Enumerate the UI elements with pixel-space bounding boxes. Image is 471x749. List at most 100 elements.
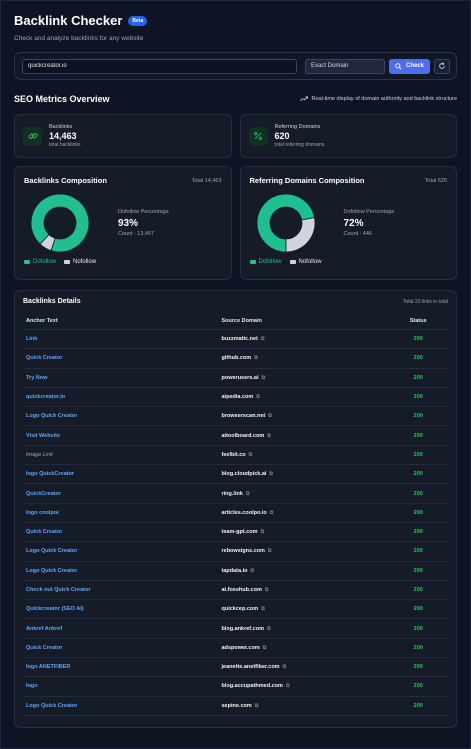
dofollow-swatch: [24, 260, 30, 264]
external-link-icon[interactable]: ⧉: [267, 548, 272, 555]
legend-dofollow[interactable]: Dofollow: [24, 259, 56, 265]
anchor-text-link[interactable]: quickcreator.io: [23, 387, 219, 408]
anchor-text-link[interactable]: logo QuickCreator: [23, 464, 219, 485]
anchor-text-link[interactable]: Visit Website: [23, 425, 219, 446]
dofollow-slice[interactable]: [256, 193, 315, 253]
chart-title: Backlinks Composition: [24, 176, 107, 185]
external-link-icon[interactable]: ⧉: [260, 336, 265, 343]
source-domain-cell: github.com ⧉: [218, 348, 389, 369]
source-domain: aipedia.com: [221, 394, 254, 401]
anchor-text-link[interactable]: Quick Creator: [23, 638, 219, 659]
external-link-icon[interactable]: ⧉: [269, 471, 273, 478]
status-code: 200: [388, 503, 448, 523]
anchor-text-link[interactable]: Link: [23, 329, 219, 350]
legend-label: Nofollow: [73, 259, 97, 265]
metric-text: Backlinks 14,463 total backlinks: [49, 124, 80, 148]
external-link-icon[interactable]: ⧉: [254, 702, 259, 709]
legend-nofollow[interactable]: Nofollow: [64, 259, 96, 265]
anchor-text-link[interactable]: Try Now: [23, 368, 219, 388]
percentage-label: Dofollow Percentage: [343, 209, 395, 215]
anchor-text-link[interactable]: Ankref Ankref: [23, 618, 219, 639]
check-button[interactable]: Check: [389, 58, 430, 74]
external-link-icon[interactable]: ⧉: [261, 606, 265, 613]
external-link-icon[interactable]: ⧉: [254, 355, 258, 362]
nofollow-slice[interactable]: [39, 234, 56, 252]
external-link-icon[interactable]: ⧉: [282, 664, 287, 671]
metric-label: Backlinks: [49, 124, 73, 130]
legend-dofollow[interactable]: Dofollow: [249, 259, 282, 265]
table-row: quickcreator.io aipedia.com ⧉ 200: [23, 387, 448, 408]
anchor-text-link[interactable]: Check out Quick Creator: [23, 580, 219, 601]
source-domain: github.com: [221, 355, 252, 362]
source-domain-cell: rebowsigns.com ⧉: [218, 541, 389, 562]
external-link-icon[interactable]: ⧉: [285, 683, 290, 690]
external-link-icon[interactable]: ⧉: [250, 567, 255, 574]
table-row: QuickCreator ring.link ⧉ 200: [23, 483, 448, 504]
external-link-icon[interactable]: ⧉: [262, 644, 267, 651]
anchor-text-link[interactable]: Quick Creator: [23, 348, 219, 369]
percentage-value: 72%: [343, 218, 364, 229]
details-header: Backlinks Details Total 20 links in tota…: [23, 298, 448, 305]
external-link-icon[interactable]: ⧉: [266, 625, 271, 632]
charts-row: Backlinks Composition Total 14,463 Dofol…: [14, 166, 457, 280]
anchor-text-link[interactable]: Quick Creator: [23, 522, 219, 543]
external-link-icon[interactable]: ⧉: [269, 509, 274, 516]
anchor-text-link[interactable]: Logo Quick Creator: [23, 561, 219, 581]
table-body: Link buzzmatic.net ⧉ 200 Quick Creator github…: [23, 329, 448, 716]
external-link-icon[interactable]: ⧉: [268, 413, 272, 420]
anchor-text-link[interactable]: logo: [23, 676, 219, 697]
metric-sub: total backlinks: [49, 142, 81, 148]
link-icon: [23, 126, 42, 146]
legend-nofollow[interactable]: Nofollow: [289, 259, 322, 265]
backlinks-composition-card: Backlinks Composition Total 14,463 Dofol…: [14, 166, 232, 280]
header: Backlink Checker Beta Check and analyze …: [1, 1, 470, 42]
refresh-button[interactable]: [434, 58, 450, 74]
percent-icon: [248, 126, 268, 146]
source-domain-cell: powerusers.ai ⧉: [218, 368, 389, 388]
external-link-icon[interactable]: ⧉: [260, 529, 265, 536]
anchor-text-link[interactable]: QuickCreator: [23, 483, 219, 504]
table-row: Link buzzmatic.net ⧉ 200: [23, 329, 448, 350]
status-code: 200: [388, 522, 448, 543]
status-code: 200: [388, 387, 448, 408]
check-label: Check: [405, 63, 424, 69]
source-domain: adspower.com: [221, 644, 260, 651]
percentage-box: Dofollow Percentage 93% Count : 13,457: [118, 209, 169, 237]
external-link-icon[interactable]: ⧉: [256, 394, 260, 401]
anchor-text-link[interactable]: logo ANETFIBER: [23, 657, 219, 678]
external-link-icon[interactable]: ⧉: [248, 451, 253, 458]
external-link-icon[interactable]: ⧉: [264, 587, 269, 593]
source-domain-cell: blog.ankref.com ⧉: [218, 618, 389, 639]
table-row: Check out Quick Creator ai.fosshub.com ⧉ 20…: [23, 580, 448, 601]
nofollow-swatch: [289, 260, 296, 264]
anchor-text-link[interactable]: Logo Quick Creator: [23, 541, 219, 562]
anchor-text-link[interactable]: Image Link: [23, 445, 219, 466]
chart-header: Referring Domains Composition Total 620: [250, 176, 448, 185]
dofollow-count: Count : 446: [343, 231, 372, 237]
table-row: logo coolpoi articles.coolpo.io ⧉ 200: [23, 503, 448, 523]
chart-legend: Dofollow Nofollow: [249, 259, 448, 265]
legend-label: Nofollow: [298, 259, 322, 265]
table-row: Quick Creator github.com ⧉ 200: [23, 348, 448, 369]
dofollow-slice[interactable]: [30, 193, 90, 253]
anchor-text-link[interactable]: Quickcreator (SEO AI): [23, 599, 219, 620]
source-domain: ai.fosshub.com: [221, 587, 262, 593]
anchor-text-link[interactable]: Logo Quick Creator: [23, 406, 219, 427]
source-domain: rebowsigns.com: [221, 548, 265, 555]
external-link-icon[interactable]: ⧉: [245, 490, 250, 497]
anchor-text-link[interactable]: logo coolpoi: [23, 503, 219, 523]
status-code: 200: [388, 696, 448, 716]
external-link-icon[interactable]: ⧉: [261, 374, 266, 381]
percentage-box: Dofollow Percentage 72% Count : 446: [344, 209, 395, 237]
metric-card-backlinks: Backlinks 14,463 total backlinks: [14, 114, 232, 158]
status-code: 200: [388, 657, 448, 678]
external-link-icon[interactable]: ⧉: [267, 432, 271, 439]
nofollow-slice[interactable]: [285, 217, 315, 253]
url-input[interactable]: [22, 58, 297, 74]
metric-text: Referring Domains 620 total referring do…: [275, 124, 325, 148]
table-row: Logo Quick Creator rebowsigns.com ⧉ 200: [23, 541, 448, 562]
anchor-text-link[interactable]: Logo Quick Creator: [23, 696, 219, 716]
chart-body: Dofollow Percentage 93% Count : 13,457: [24, 191, 222, 255]
match-mode-select[interactable]: Exact Domain: [305, 58, 385, 74]
